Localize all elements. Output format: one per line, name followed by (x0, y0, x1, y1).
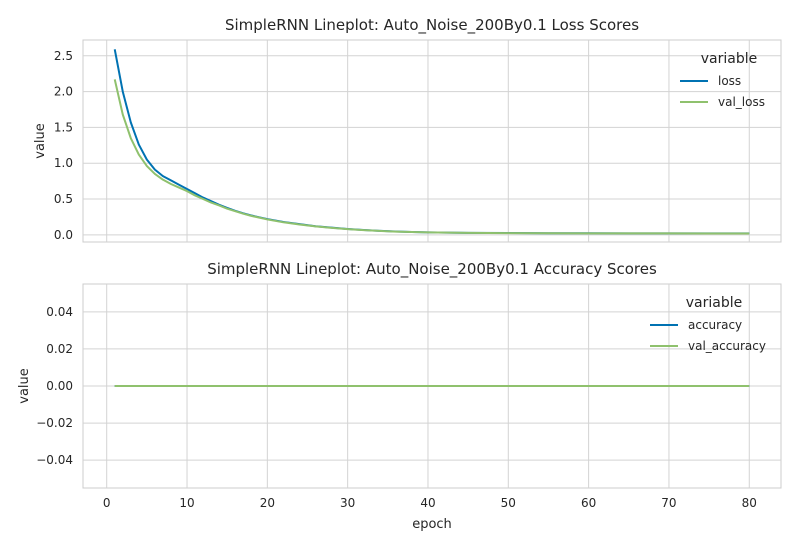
y-tick-label: 0.5 (54, 192, 73, 206)
plot-area (82, 39, 782, 243)
chart-title: SimpleRNN Lineplot: Auto_Noise_200By0.1 … (207, 260, 657, 279)
x-tick-label: 40 (420, 496, 435, 510)
x-tick-label: 80 (742, 496, 757, 510)
y-tick-label: −0.02 (36, 416, 73, 430)
y-tick-label: 0.0 (54, 228, 73, 242)
x-tick-label: 60 (581, 496, 596, 510)
y-tick-label: 2.5 (54, 49, 73, 63)
legend: variable accuracy val_accuracy (650, 295, 766, 353)
x-axis-label: epoch (412, 517, 452, 532)
y-tick-label: 1.5 (54, 120, 73, 134)
x-tick-label: 10 (179, 496, 194, 510)
legend: variable loss val_loss (680, 51, 765, 109)
y-axis-label: value (17, 368, 32, 404)
y-tick-label: 1.0 (54, 156, 73, 170)
x-tick-label: 20 (260, 496, 275, 510)
chart-loss: 0.0 0.5 1.0 1.5 2.0 2.5 SimpleRNN Lineplot: Au… (33, 16, 782, 243)
legend-title: variable (701, 51, 757, 67)
y-tick-label: 0.00 (46, 379, 73, 393)
legend-label: loss (718, 74, 741, 88)
chart-accuracy: −0.04 −0.02 0.00 0.02 0.04 0 10 20 30 40 50 60 70 80 S… (17, 260, 782, 532)
y-tick-label: 0.04 (46, 305, 73, 319)
x-tick-label: 50 (501, 496, 516, 510)
legend-label: accuracy (688, 318, 742, 332)
x-tick-label: 70 (661, 496, 676, 510)
y-tick-label: −0.04 (36, 453, 73, 467)
y-axis-label: value (33, 123, 48, 159)
chart-title: SimpleRNN Lineplot: Auto_Noise_200By0.1 … (225, 16, 639, 35)
series-line-val-loss (113, 79, 750, 235)
y-tick-label: 2.0 (54, 85, 73, 99)
legend-label: val_accuracy (688, 339, 766, 353)
x-tick-label: 0 (103, 496, 111, 510)
y-tick-label: 0.02 (46, 342, 73, 356)
legend-label: val_loss (718, 95, 765, 109)
legend-title: variable (686, 295, 742, 311)
x-tick-label: 30 (340, 496, 355, 510)
